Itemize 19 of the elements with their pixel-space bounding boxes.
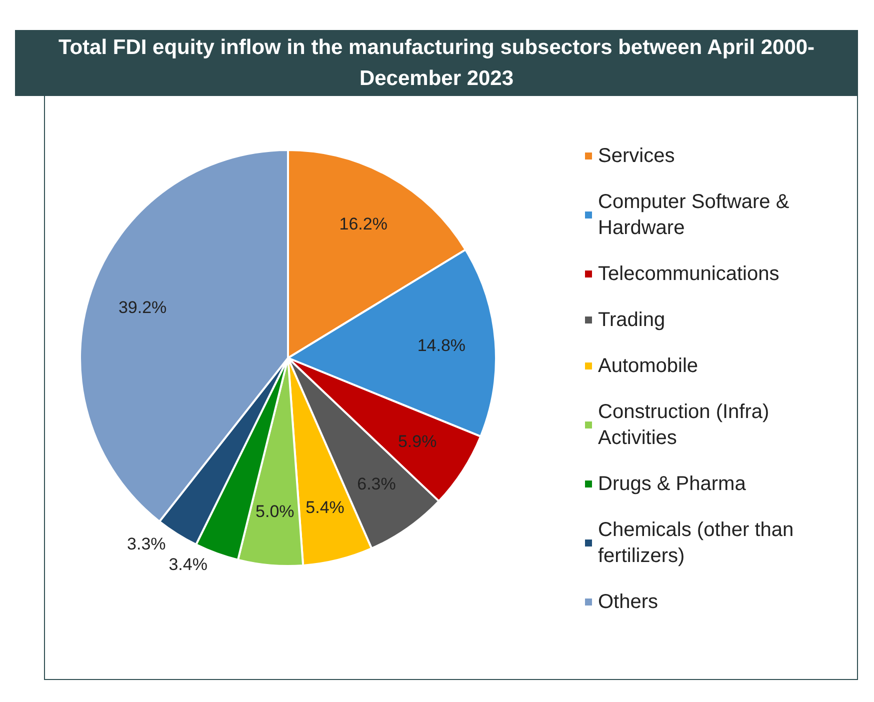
data-label: 3.3% <box>127 534 166 554</box>
legend-label: Computer Software & Hardware <box>598 191 795 239</box>
data-label: 39.2% <box>118 298 167 318</box>
data-label: 14.8% <box>417 336 466 356</box>
legend-label: Drugs & Pharma <box>598 473 747 495</box>
legend-label: Telecommunications <box>598 263 780 285</box>
legend-label: Chemicals (other than fertilizers) <box>598 519 800 567</box>
data-label: 5.0% <box>256 502 294 521</box>
chart-title: Total FDI equity inflow in the manufacturing subsectors between April 2000-December 2023 <box>15 30 858 96</box>
legend-label: Automobile <box>598 355 698 377</box>
legend-label: Trading <box>598 309 666 331</box>
data-label: 5.4% <box>306 498 344 517</box>
data-label: 6.3% <box>357 474 396 494</box>
legend-label: Services <box>598 145 675 167</box>
legend-label: Others <box>598 591 658 613</box>
data-label: 5.9% <box>398 432 437 451</box>
data-label: 16.2% <box>339 214 388 234</box>
legend-label: Construction (Infra) Activities <box>598 401 775 449</box>
data-label: 3.4% <box>168 555 208 574</box>
